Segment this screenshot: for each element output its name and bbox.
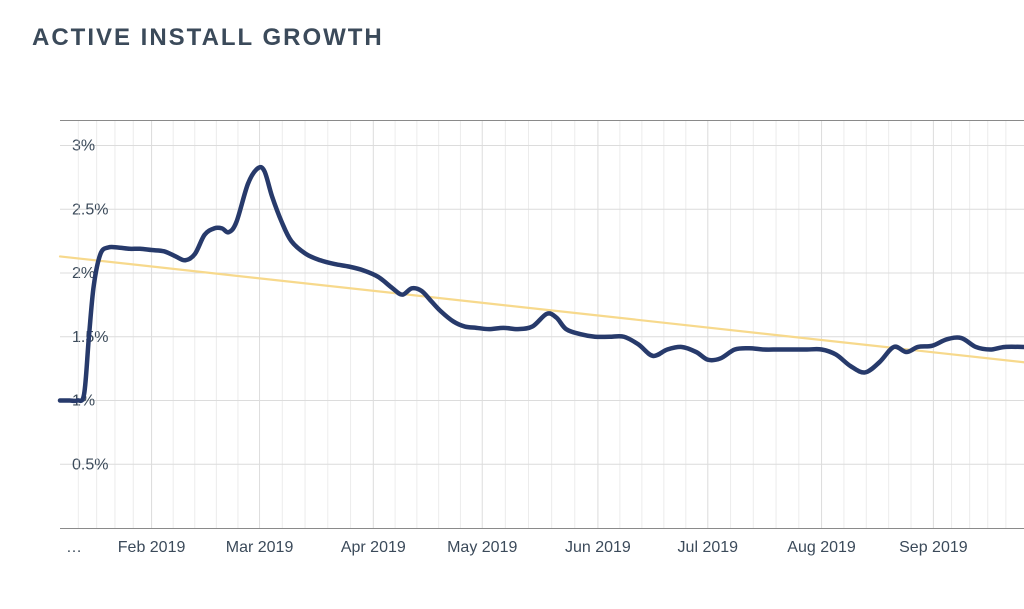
y-tick-label: 3%: [72, 138, 95, 155]
x-tick-label: Sep 2019: [899, 539, 968, 556]
chart-area: 0.5%1%1.5%2%2.5%3%…Feb 2019Mar 2019Apr 2…: [32, 120, 1024, 560]
x-tick-label: Mar 2019: [226, 539, 294, 556]
x-axis-ellipsis: …: [66, 539, 82, 556]
x-tick-label: May 2019: [447, 539, 517, 556]
x-tick-label: Feb 2019: [118, 539, 186, 556]
x-tick-label: Jun 2019: [565, 539, 631, 556]
y-tick-label: 0.5%: [72, 456, 108, 473]
growth-series-line: [60, 167, 1024, 401]
chart-container: ACTIVE INSTALL GROWTH 0.5%1%1.5%2%2.5%3%…: [0, 0, 1024, 609]
x-tick-label: Apr 2019: [341, 539, 406, 556]
x-tick-label: Aug 2019: [787, 539, 856, 556]
y-tick-label: 2%: [72, 265, 95, 282]
chart-title: ACTIVE INSTALL GROWTH: [32, 24, 1024, 52]
x-tick-label: Jul 2019: [678, 539, 739, 556]
trend-line: [60, 256, 1024, 362]
y-tick-label: 2.5%: [72, 201, 108, 218]
growth-line-chart: 0.5%1%1.5%2%2.5%3%…Feb 2019Mar 2019Apr 2…: [32, 120, 1024, 560]
